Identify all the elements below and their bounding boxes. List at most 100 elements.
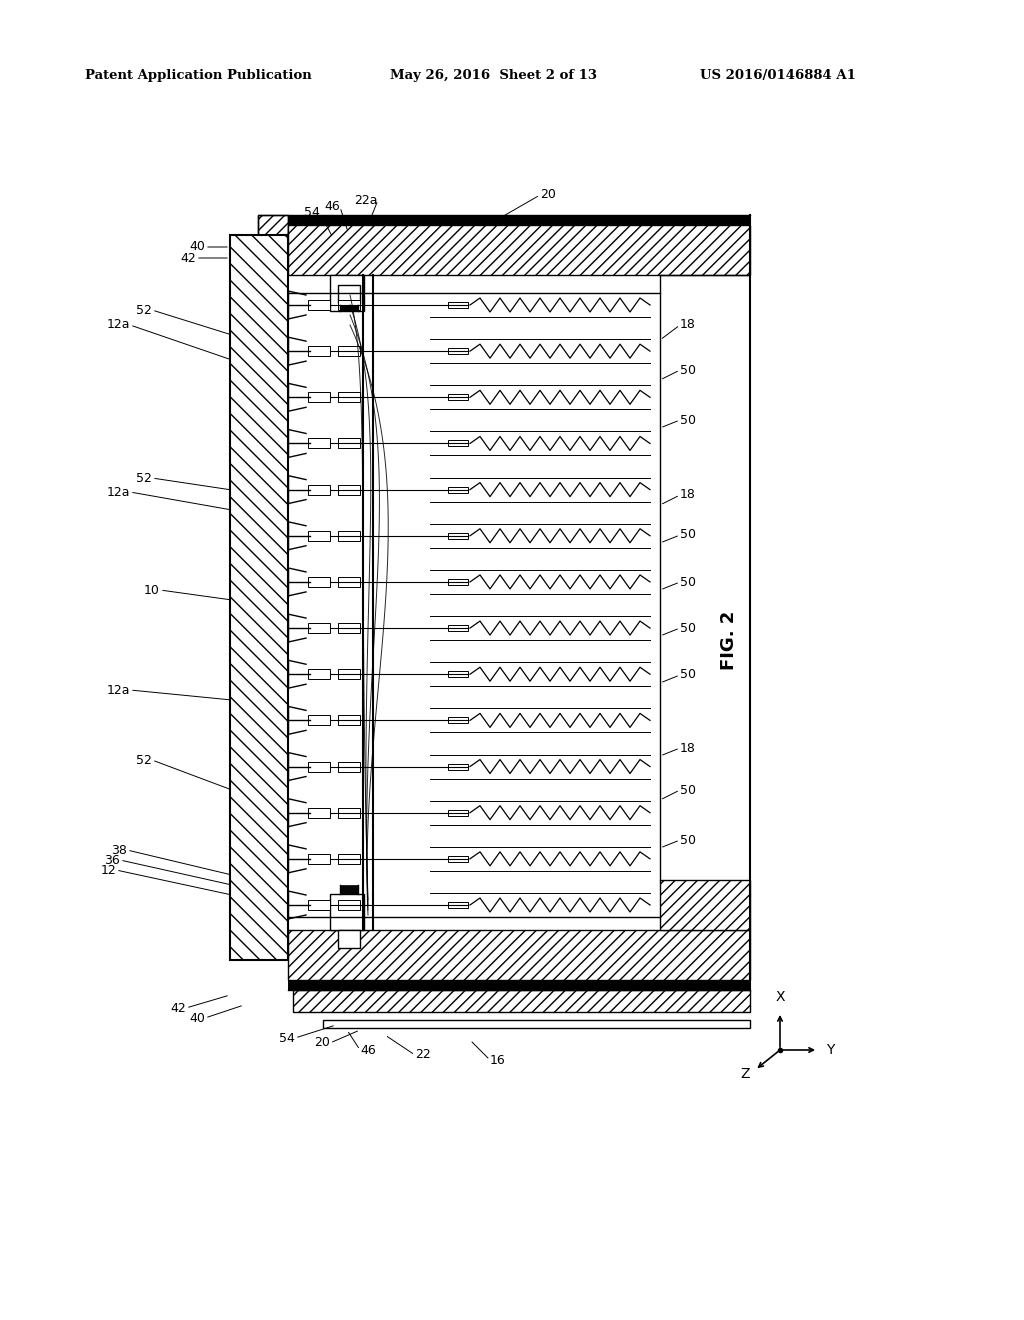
Text: 54: 54 — [304, 206, 319, 219]
Text: 52: 52 — [136, 754, 152, 767]
Text: 18: 18 — [680, 488, 696, 502]
Text: 38: 38 — [112, 843, 127, 857]
Bar — [308, 900, 330, 909]
Text: 50: 50 — [680, 668, 696, 681]
Bar — [449, 717, 468, 723]
Text: Patent Application Publication: Patent Application Publication — [85, 69, 311, 82]
Bar — [230, 235, 288, 960]
Text: X: X — [775, 990, 784, 1005]
Bar — [323, 1020, 750, 1028]
Bar — [338, 900, 360, 909]
Bar — [338, 669, 360, 680]
Bar — [338, 531, 360, 541]
Bar — [308, 531, 330, 541]
Bar — [258, 215, 288, 249]
Text: FIG. 2: FIG. 2 — [720, 610, 738, 669]
Text: 16: 16 — [490, 1053, 506, 1067]
Bar — [449, 348, 468, 354]
Text: 40: 40 — [189, 1011, 205, 1024]
Text: 12: 12 — [100, 863, 116, 876]
Text: 12a: 12a — [106, 318, 130, 331]
Bar — [338, 285, 360, 304]
Bar — [449, 487, 468, 492]
Bar — [449, 855, 468, 862]
Text: 50: 50 — [680, 622, 696, 635]
Bar — [449, 579, 468, 585]
Text: 20: 20 — [314, 1036, 330, 1049]
Bar — [338, 438, 360, 449]
Bar — [308, 300, 330, 310]
Bar — [338, 484, 360, 495]
Text: 22: 22 — [415, 1048, 431, 1061]
Bar — [308, 346, 330, 356]
Bar — [338, 577, 360, 587]
Bar — [338, 392, 360, 403]
Bar — [449, 763, 468, 770]
Bar — [330, 275, 364, 312]
Text: 12a: 12a — [106, 486, 130, 499]
Bar — [293, 990, 750, 1012]
Text: 50: 50 — [680, 528, 696, 541]
Text: 52: 52 — [136, 471, 152, 484]
Bar — [660, 880, 750, 931]
Text: 50: 50 — [680, 784, 696, 796]
Bar — [338, 623, 360, 634]
Text: 50: 50 — [680, 363, 696, 376]
Bar — [449, 626, 468, 631]
Bar — [338, 808, 360, 817]
Text: 36: 36 — [104, 854, 120, 866]
Text: 20: 20 — [540, 189, 556, 202]
Bar — [258, 215, 288, 249]
Bar — [288, 979, 750, 990]
Text: 18: 18 — [680, 318, 696, 331]
Text: 46: 46 — [360, 1044, 376, 1056]
Bar — [230, 235, 288, 960]
Text: 18: 18 — [680, 742, 696, 755]
Bar — [660, 880, 750, 931]
Bar — [308, 762, 330, 771]
Text: 22a: 22a — [354, 194, 378, 206]
Bar — [338, 715, 360, 726]
Text: 50: 50 — [680, 576, 696, 589]
Bar — [308, 577, 330, 587]
Bar — [288, 224, 750, 275]
Text: 54: 54 — [280, 1031, 295, 1044]
Bar — [449, 672, 468, 677]
Text: 52: 52 — [136, 304, 152, 317]
Bar — [449, 902, 468, 908]
Text: 50: 50 — [680, 833, 696, 846]
Bar — [308, 623, 330, 634]
Bar — [449, 395, 468, 400]
Text: 40: 40 — [189, 240, 205, 253]
Bar — [288, 931, 750, 979]
Bar — [293, 990, 750, 1012]
Bar — [338, 762, 360, 771]
Bar — [338, 854, 360, 863]
Bar — [308, 392, 330, 403]
Bar — [288, 224, 750, 275]
Bar — [308, 854, 330, 863]
Bar — [449, 302, 468, 308]
Text: 10: 10 — [144, 583, 160, 597]
Bar — [449, 533, 468, 539]
Bar — [308, 808, 330, 817]
Bar — [330, 894, 364, 931]
Bar — [338, 931, 360, 948]
Bar — [288, 931, 750, 979]
Bar — [338, 300, 360, 310]
Bar — [308, 715, 330, 726]
Text: 46: 46 — [325, 201, 340, 214]
Bar — [308, 484, 330, 495]
Text: Y: Y — [826, 1043, 835, 1057]
Text: US 2016/0146884 A1: US 2016/0146884 A1 — [700, 69, 856, 82]
Text: May 26, 2016  Sheet 2 of 13: May 26, 2016 Sheet 2 of 13 — [390, 69, 597, 82]
Text: Z: Z — [740, 1067, 750, 1081]
Text: 42: 42 — [170, 1002, 186, 1015]
Bar — [288, 215, 750, 224]
Bar — [308, 438, 330, 449]
Bar — [449, 809, 468, 816]
Bar — [338, 346, 360, 356]
Bar — [449, 441, 468, 446]
Text: 12a: 12a — [106, 684, 130, 697]
Text: 42: 42 — [180, 252, 196, 264]
